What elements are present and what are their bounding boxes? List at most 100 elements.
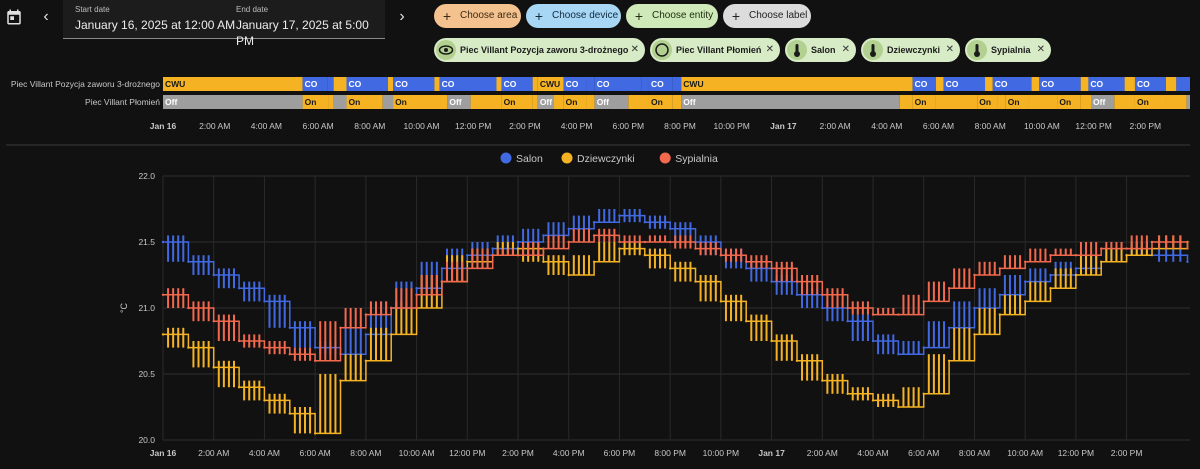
- timeline-segment[interactable]: [302, 77, 328, 91]
- data-point[interactable]: [846, 306, 849, 310]
- choose-label-button[interactable]: + Choose label: [723, 4, 811, 28]
- data-point[interactable]: [592, 260, 596, 263]
- data-point[interactable]: [288, 353, 291, 356]
- data-point[interactable]: [694, 280, 697, 283]
- timeline-segment[interactable]: [532, 95, 538, 109]
- data-point[interactable]: [947, 359, 951, 362]
- timeline-segment[interactable]: [1039, 77, 1081, 91]
- data-point[interactable]: [973, 273, 976, 277]
- close-icon[interactable]: ✕: [1036, 44, 1045, 55]
- data-point[interactable]: [998, 293, 1002, 296]
- data-point[interactable]: [491, 247, 494, 250]
- data-point[interactable]: [947, 326, 951, 329]
- data-point[interactable]: [1100, 247, 1103, 250]
- timeline-segment[interactable]: [328, 95, 334, 109]
- data-point[interactable]: [668, 240, 672, 244]
- choose-device-button[interactable]: + Choose device: [526, 4, 621, 28]
- data-point[interactable]: [237, 386, 241, 389]
- data-point[interactable]: [1023, 280, 1027, 283]
- data-point[interactable]: [516, 247, 520, 250]
- legend-item[interactable]: Sypialnia: [659, 152, 718, 166]
- data-point[interactable]: [1125, 247, 1128, 250]
- data-point[interactable]: [1100, 260, 1103, 263]
- data-point[interactable]: [212, 320, 215, 323]
- timeline-segment[interactable]: [563, 95, 587, 109]
- timeline-segment[interactable]: [992, 77, 1032, 91]
- data-point[interactable]: [643, 221, 647, 224]
- timeline-segment[interactable]: [672, 77, 682, 91]
- data-point[interactable]: [313, 346, 317, 349]
- data-point[interactable]: [1186, 260, 1189, 263]
- previous-period-button[interactable]: ‹: [43, 8, 49, 25]
- timeline-segment[interactable]: [1091, 95, 1115, 109]
- close-icon[interactable]: ✕: [765, 44, 774, 55]
- timeline-segment[interactable]: [1186, 95, 1190, 109]
- data-point[interactable]: [719, 300, 723, 303]
- data-point[interactable]: [1049, 273, 1052, 277]
- data-point[interactable]: [745, 260, 748, 263]
- data-point[interactable]: [821, 306, 824, 310]
- timeline-segment[interactable]: [563, 77, 587, 91]
- data-point[interactable]: [415, 287, 418, 290]
- data-point[interactable]: [668, 227, 672, 230]
- data-point[interactable]: [567, 273, 570, 277]
- timeline-segment[interactable]: [681, 77, 913, 91]
- timeline-segment[interactable]: [1165, 95, 1187, 109]
- data-point[interactable]: [846, 320, 849, 323]
- data-point[interactable]: [161, 333, 165, 336]
- data-point[interactable]: [618, 240, 621, 244]
- timeline-segment[interactable]: [648, 95, 673, 109]
- timeline-segment[interactable]: [1134, 77, 1166, 91]
- timeline-segment[interactable]: [628, 95, 649, 109]
- data-point[interactable]: [187, 260, 190, 263]
- data-point[interactable]: [288, 326, 291, 329]
- data-point[interactable]: [1049, 254, 1052, 257]
- timeline-segment[interactable]: [1028, 95, 1058, 109]
- data-point[interactable]: [161, 293, 165, 296]
- data-point[interactable]: [415, 293, 418, 296]
- data-point[interactable]: [516, 240, 520, 244]
- data-point[interactable]: [821, 379, 824, 382]
- data-point[interactable]: [643, 254, 647, 257]
- timeline-segment[interactable]: [163, 95, 303, 109]
- timeline-segment[interactable]: [346, 77, 388, 91]
- timeline-segment[interactable]: [1165, 77, 1177, 91]
- timeline-segment[interactable]: [1134, 95, 1166, 109]
- timeline-segment[interactable]: [586, 77, 595, 91]
- timeline-segment[interactable]: [912, 95, 936, 109]
- data-point[interactable]: [364, 313, 368, 316]
- entity-chip-salon[interactable]: Salon ✕: [785, 38, 856, 62]
- data-point[interactable]: [973, 306, 976, 310]
- choose-area-button[interactable]: + Choose area: [434, 4, 521, 28]
- timeline-segment[interactable]: [648, 77, 673, 91]
- data-point[interactable]: [364, 359, 368, 362]
- data-point[interactable]: [263, 300, 266, 303]
- data-point[interactable]: [263, 399, 266, 402]
- data-point[interactable]: [846, 392, 849, 395]
- data-point[interactable]: [491, 254, 494, 257]
- data-point[interactable]: [313, 432, 317, 435]
- data-point[interactable]: [1074, 254, 1078, 257]
- timeline-segment[interactable]: [641, 77, 649, 91]
- timeline-segment[interactable]: [387, 77, 394, 91]
- timeline-segment[interactable]: [672, 95, 682, 109]
- data-point[interactable]: [1074, 273, 1078, 277]
- data-point[interactable]: [643, 240, 647, 244]
- timeline-segment[interactable]: [496, 77, 502, 91]
- data-point[interactable]: [542, 260, 545, 263]
- data-point[interactable]: [390, 306, 393, 310]
- data-point[interactable]: [922, 392, 925, 395]
- timeline-segment[interactable]: [681, 95, 900, 109]
- timeline-segment[interactable]: [912, 77, 936, 91]
- entity-chip-sypialnia[interactable]: Sypialnia ✕: [965, 38, 1051, 62]
- timeline-segment[interactable]: [1080, 77, 1089, 91]
- timeline-segment[interactable]: [553, 95, 564, 109]
- timeline-segment[interactable]: [943, 77, 986, 91]
- data-point[interactable]: [897, 353, 900, 356]
- data-point[interactable]: [871, 339, 875, 343]
- data-point[interactable]: [592, 221, 596, 224]
- data-point[interactable]: [466, 254, 469, 257]
- data-point[interactable]: [1150, 240, 1154, 244]
- data-point[interactable]: [288, 412, 291, 415]
- legend-item[interactable]: Salon: [500, 152, 544, 166]
